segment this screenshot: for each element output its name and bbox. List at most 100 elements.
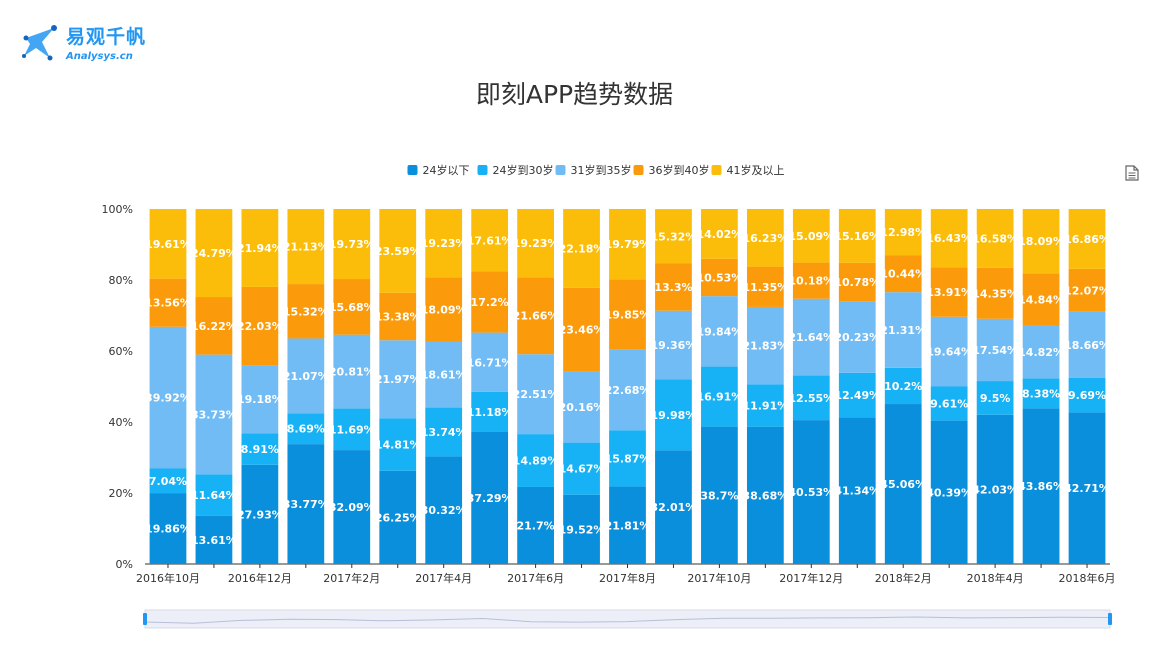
data-label: 15.16% (834, 230, 880, 243)
data-label: 32.01% (651, 501, 697, 514)
data-label: 13.91% (926, 286, 972, 299)
legend-swatch (477, 165, 488, 175)
bar-segment (838, 301, 876, 373)
data-label: 26.25% (375, 511, 421, 524)
data-label: 19.18% (237, 393, 283, 406)
bar-segment (884, 292, 922, 368)
bar-segment (930, 209, 968, 268)
bar-segment (976, 318, 1014, 382)
data-label: 19.79% (605, 238, 651, 251)
bar-segment (792, 262, 830, 299)
bar-segment (379, 209, 417, 293)
bar-segment (655, 263, 692, 311)
bar-segment (471, 431, 509, 564)
bar-segment (195, 297, 233, 355)
bar-segment (746, 209, 784, 267)
legend-item[interactable]: 24岁到30岁 (477, 163, 554, 177)
data-label: 15.87% (605, 452, 651, 465)
data-label: 16.86% (1064, 233, 1110, 246)
bar-segment (792, 375, 830, 421)
data-label: 45.06% (880, 478, 926, 491)
data-label: 14.81% (375, 439, 421, 452)
zoom-handle-left[interactable] (143, 613, 147, 625)
data-label: 21.64% (788, 331, 834, 344)
data-label: 8.69% (287, 423, 325, 436)
bar-segment (287, 413, 325, 445)
bar-segment (1022, 273, 1060, 326)
bar-segment (517, 277, 554, 355)
data-label: 23.46% (559, 323, 605, 336)
data-label: 19.84% (696, 325, 742, 338)
brand-star-icon (22, 25, 57, 61)
bar-segment (471, 209, 509, 272)
bar-segment (838, 209, 876, 263)
bar-segment (333, 334, 371, 409)
bar-segment (655, 450, 692, 564)
bar-segment (884, 209, 922, 256)
bar-segment (241, 209, 279, 287)
bar-segment (517, 486, 554, 564)
legend-label: 24岁以下 (423, 163, 470, 177)
y-tick-label: 60% (109, 345, 133, 358)
data-label: 11.64% (191, 489, 237, 502)
legend-label: 24岁到30岁 (493, 163, 554, 177)
data-label: 14.84% (1018, 294, 1064, 307)
bar-segment (241, 433, 279, 465)
data-label: 13.38% (375, 310, 421, 323)
bar-segment (1068, 209, 1106, 269)
bar-segment (655, 379, 692, 451)
data-label: 43.86% (1018, 480, 1064, 493)
bar-segment (149, 209, 187, 279)
bar-segment (195, 515, 233, 564)
bar-segment (746, 426, 784, 564)
data-label: 17.54% (972, 344, 1018, 357)
bar-segment (563, 209, 600, 288)
data-label: 15.32% (651, 230, 697, 243)
data-label: 19.98% (651, 409, 697, 422)
data-label: 12.07% (1064, 284, 1110, 297)
bar-segment (792, 420, 830, 564)
x-tick-label: 2016年12月 (228, 571, 292, 585)
data-label: 12.98% (880, 226, 926, 239)
data-label: 9.61% (930, 398, 968, 411)
save-icon[interactable] (1125, 165, 1139, 181)
bar-segment (425, 341, 463, 408)
legend-item[interactable]: 24岁以下 (407, 163, 470, 177)
data-label: 22.68% (605, 384, 651, 397)
bar-segment (1068, 377, 1106, 413)
bar-segment (563, 287, 600, 372)
x-tick-label: 2017年4月 (415, 571, 472, 585)
bar-segment (976, 267, 1014, 319)
x-tick-label: 2018年6月 (1059, 571, 1116, 585)
bar-segment (195, 354, 233, 475)
bar-segment (1068, 412, 1106, 564)
legend-item[interactable]: 41岁及以上 (711, 163, 785, 177)
data-label: 22.18% (559, 242, 605, 255)
data-label: 24.79% (191, 247, 237, 260)
data-label: 16.22% (191, 320, 237, 333)
bar-segment (333, 450, 371, 564)
bar-segment (333, 408, 371, 451)
bar-segment (287, 338, 325, 414)
legend-label: 36岁到40岁 (649, 163, 710, 177)
data-label: 7.04% (149, 475, 187, 488)
data-label: 16.91% (696, 391, 742, 404)
y-tick-label: 40% (109, 416, 133, 429)
data-label: 12.55% (788, 392, 834, 405)
bar-segment (838, 417, 876, 564)
bar-segment (609, 486, 646, 564)
bar-segment (379, 340, 417, 419)
x-tick-label: 2017年6月 (507, 571, 564, 585)
bar-segment (563, 494, 600, 564)
data-label: 11.91% (742, 400, 788, 413)
data-label: 10.53% (696, 271, 742, 284)
zoom-handle-right[interactable] (1108, 613, 1112, 625)
legend-item[interactable]: 31岁到35岁 (555, 163, 632, 177)
data-label: 42.03% (972, 483, 1018, 496)
data-label: 17.61% (467, 234, 513, 247)
data-label: 14.82% (1018, 346, 1064, 359)
legend-item[interactable]: 36岁到40岁 (633, 163, 710, 177)
data-label: 40.39% (926, 486, 972, 499)
data-label: 11.69% (329, 423, 375, 436)
